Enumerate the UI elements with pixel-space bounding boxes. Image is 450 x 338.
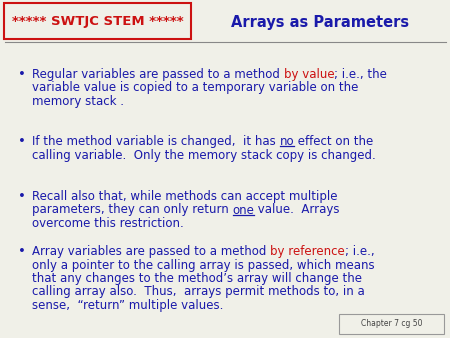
FancyBboxPatch shape	[4, 3, 191, 39]
Text: sense,  “return” multiple values.: sense, “return” multiple values.	[32, 299, 223, 312]
Text: by reference: by reference	[270, 245, 345, 258]
Text: Recall also that, while methods can accept multiple: Recall also that, while methods can acce…	[32, 190, 338, 203]
Text: •: •	[18, 190, 26, 203]
Text: •: •	[18, 245, 26, 258]
Text: calling array also.  Thus,  arrays permit methods to, in a: calling array also. Thus, arrays permit …	[32, 286, 365, 298]
Text: that any changes to the method’s array will change the: that any changes to the method’s array w…	[32, 272, 362, 285]
FancyBboxPatch shape	[339, 314, 444, 334]
Text: overcome this restriction.: overcome this restriction.	[32, 217, 184, 230]
Text: variable value is copied to a temporary variable on the: variable value is copied to a temporary …	[32, 81, 358, 95]
Text: only a pointer to the calling array is passed, which means: only a pointer to the calling array is p…	[32, 259, 374, 271]
Text: no: no	[279, 135, 294, 148]
Text: value.  Arrays: value. Arrays	[254, 203, 340, 217]
Text: Chapter 7 cg 50: Chapter 7 cg 50	[361, 319, 422, 329]
Text: effect on the: effect on the	[294, 135, 374, 148]
Text: •: •	[18, 135, 26, 148]
Text: If the method variable is changed,  it has: If the method variable is changed, it ha…	[32, 135, 279, 148]
Text: ; i.e.,: ; i.e.,	[345, 245, 374, 258]
Text: parameters, they can only return: parameters, they can only return	[32, 203, 233, 217]
Text: Regular variables are passed to a method: Regular variables are passed to a method	[32, 68, 284, 81]
Text: memory stack .: memory stack .	[32, 95, 124, 108]
Text: one: one	[233, 203, 254, 217]
Text: ***** SWTJC STEM *****: ***** SWTJC STEM *****	[12, 16, 183, 28]
Text: •: •	[18, 68, 26, 81]
Text: Arrays as Parameters: Arrays as Parameters	[231, 15, 409, 29]
Text: by value: by value	[284, 68, 334, 81]
Text: calling variable.  Only the memory stack copy is changed.: calling variable. Only the memory stack …	[32, 148, 376, 162]
Text: Array variables are passed to a method: Array variables are passed to a method	[32, 245, 270, 258]
Text: ; i.e., the: ; i.e., the	[334, 68, 387, 81]
